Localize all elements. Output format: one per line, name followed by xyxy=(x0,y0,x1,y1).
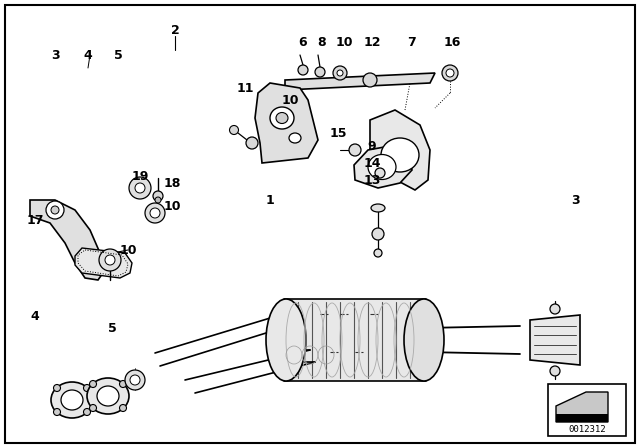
Text: 18: 18 xyxy=(163,177,180,190)
Text: 4: 4 xyxy=(84,48,92,61)
Ellipse shape xyxy=(97,386,119,406)
Circle shape xyxy=(83,409,90,415)
Circle shape xyxy=(155,197,161,203)
Circle shape xyxy=(125,370,145,390)
Circle shape xyxy=(145,203,165,223)
Circle shape xyxy=(363,73,377,87)
Text: 3: 3 xyxy=(51,48,60,61)
Text: 19: 19 xyxy=(131,169,148,182)
Bar xyxy=(556,414,608,422)
Text: 13: 13 xyxy=(364,173,381,186)
Polygon shape xyxy=(285,73,435,90)
Text: 5: 5 xyxy=(108,322,116,335)
Polygon shape xyxy=(556,392,608,422)
Text: 14: 14 xyxy=(364,156,381,169)
Polygon shape xyxy=(370,110,430,190)
Circle shape xyxy=(442,65,458,81)
Ellipse shape xyxy=(371,204,385,212)
Circle shape xyxy=(51,206,59,214)
Circle shape xyxy=(550,304,560,314)
Circle shape xyxy=(54,409,61,415)
Ellipse shape xyxy=(381,138,419,172)
Circle shape xyxy=(372,228,384,240)
Text: 1: 1 xyxy=(266,194,275,207)
Ellipse shape xyxy=(404,299,444,381)
Ellipse shape xyxy=(270,107,294,129)
Text: 4: 4 xyxy=(31,310,40,323)
Circle shape xyxy=(99,249,121,271)
Text: 6: 6 xyxy=(299,35,307,48)
Ellipse shape xyxy=(276,112,288,124)
Polygon shape xyxy=(530,315,580,365)
Text: 8: 8 xyxy=(317,35,326,48)
Text: 10: 10 xyxy=(335,35,353,48)
Text: 7: 7 xyxy=(408,35,417,48)
Circle shape xyxy=(333,66,347,80)
Text: 12: 12 xyxy=(364,35,381,48)
Circle shape xyxy=(246,137,258,149)
Text: 2: 2 xyxy=(171,23,179,36)
Circle shape xyxy=(550,366,560,376)
Circle shape xyxy=(105,255,115,265)
Circle shape xyxy=(120,380,127,388)
Circle shape xyxy=(153,191,163,201)
Polygon shape xyxy=(30,200,105,280)
Circle shape xyxy=(298,65,308,75)
Circle shape xyxy=(374,249,382,257)
Text: 9: 9 xyxy=(368,139,376,152)
Circle shape xyxy=(375,168,385,178)
Ellipse shape xyxy=(289,133,301,143)
Polygon shape xyxy=(255,83,318,163)
Circle shape xyxy=(337,70,343,76)
Ellipse shape xyxy=(51,382,93,418)
Circle shape xyxy=(349,144,361,156)
Polygon shape xyxy=(354,146,412,188)
Text: 5: 5 xyxy=(114,48,122,61)
Text: 10: 10 xyxy=(281,94,299,107)
Circle shape xyxy=(130,375,140,385)
Ellipse shape xyxy=(61,390,83,410)
Text: 10: 10 xyxy=(119,244,137,257)
Ellipse shape xyxy=(368,155,396,180)
Circle shape xyxy=(150,208,160,218)
Ellipse shape xyxy=(266,299,306,381)
Circle shape xyxy=(83,384,90,392)
Circle shape xyxy=(315,67,325,77)
Circle shape xyxy=(135,183,145,193)
Circle shape xyxy=(230,125,239,134)
Circle shape xyxy=(54,384,61,392)
Circle shape xyxy=(46,201,64,219)
Text: 17: 17 xyxy=(26,214,44,227)
Circle shape xyxy=(90,405,97,412)
Polygon shape xyxy=(286,299,424,381)
Circle shape xyxy=(446,69,454,77)
Text: 15: 15 xyxy=(329,126,347,139)
Bar xyxy=(548,384,626,436)
Text: 16: 16 xyxy=(444,35,461,48)
Circle shape xyxy=(120,405,127,412)
Circle shape xyxy=(129,177,151,199)
Text: 11: 11 xyxy=(236,82,253,95)
Text: 3: 3 xyxy=(572,194,580,207)
Text: 0012312: 0012312 xyxy=(568,425,606,434)
Ellipse shape xyxy=(87,378,129,414)
Text: 10: 10 xyxy=(163,199,180,212)
Polygon shape xyxy=(75,248,132,278)
Circle shape xyxy=(90,380,97,388)
